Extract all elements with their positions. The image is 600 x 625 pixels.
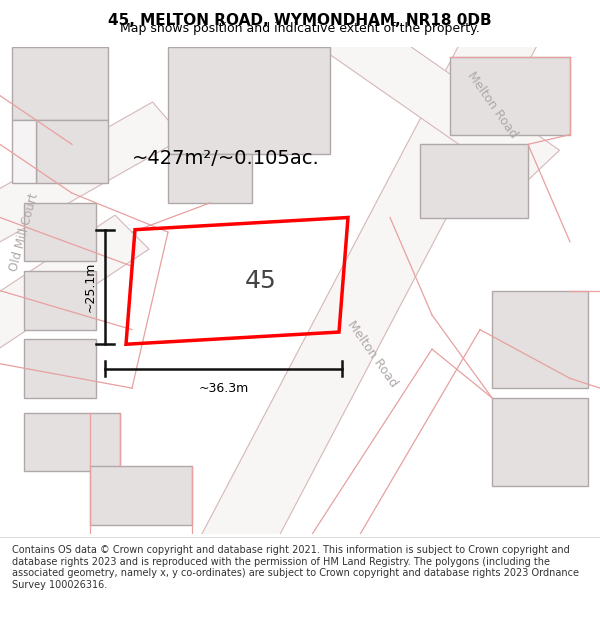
Text: Old Mill Court: Old Mill Court — [7, 192, 41, 272]
Polygon shape — [24, 203, 96, 261]
Polygon shape — [24, 271, 96, 329]
Text: 45, MELTON ROAD, WYMONDHAM, NR18 0DB: 45, MELTON ROAD, WYMONDHAM, NR18 0DB — [108, 13, 492, 28]
Polygon shape — [450, 57, 570, 134]
Text: Map shows position and indicative extent of the property.: Map shows position and indicative extent… — [120, 22, 480, 35]
Polygon shape — [492, 398, 588, 486]
Polygon shape — [0, 102, 184, 250]
Polygon shape — [24, 339, 96, 398]
Polygon shape — [420, 144, 528, 217]
Polygon shape — [195, 11, 543, 570]
Polygon shape — [36, 120, 108, 183]
Text: ~36.3m: ~36.3m — [199, 382, 248, 394]
Polygon shape — [90, 466, 192, 524]
Polygon shape — [168, 154, 252, 203]
Polygon shape — [168, 47, 330, 154]
Text: Melton Road: Melton Road — [344, 318, 400, 389]
Polygon shape — [12, 120, 36, 183]
Polygon shape — [12, 47, 108, 120]
Polygon shape — [24, 412, 120, 471]
Text: Contains OS data © Crown copyright and database right 2021. This information is : Contains OS data © Crown copyright and d… — [12, 545, 579, 590]
Polygon shape — [310, 4, 560, 188]
Polygon shape — [0, 215, 149, 356]
Text: ~427m²/~0.105ac.: ~427m²/~0.105ac. — [132, 149, 320, 169]
Text: Melton Road: Melton Road — [464, 70, 520, 141]
Text: ~25.1m: ~25.1m — [83, 262, 97, 312]
Text: 45: 45 — [245, 269, 277, 293]
Polygon shape — [492, 291, 588, 388]
